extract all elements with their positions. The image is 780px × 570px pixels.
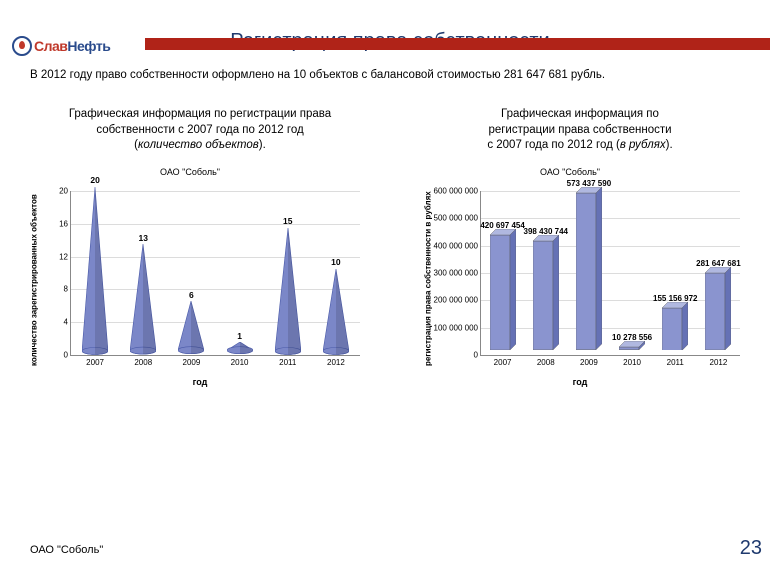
chart1-area: количество зарегистрированных объектов 0… [30,181,370,391]
chart1-cap-l3s: ). [259,139,266,151]
chart2-cap-l1: Графическая информация по [501,108,659,120]
chart2-y-label: регистрация права собственности в рублях [424,206,433,366]
chart1-cap-l3i: количество объектов [138,139,259,151]
header-accent-bar [145,38,770,50]
logo-text-red: Слав [34,38,67,54]
subtitle-text: В 2012 году право собственности оформлен… [30,67,750,83]
chart2-x-label: год [573,377,588,387]
footer-company: ОАО "Соболь" [30,544,103,556]
chart1-x-label: год [193,377,208,387]
footer-page-number: 23 [740,537,762,560]
logo-mark [12,36,32,56]
chart1-legend: ОАО "Соболь" [20,167,380,177]
chart1-plot: 0481216202007 202008 132009 62010 12011 … [70,191,360,356]
logo-text-blue: Нефть [67,38,110,54]
chart1-cap-l1: Графическая информация по регистрации пр… [69,108,331,120]
brand-logo: СлавНефть [12,36,110,56]
chart1-cap-l2: собственности с 2007 года по 2012 год [96,124,303,136]
chart2-cap-l3p: с 2007 года по 2012 год ( [487,139,620,151]
chart2-cap-l2: регистрации права собственности [488,124,671,136]
chart2-caption: Графическая информация по регистрации пр… [487,107,672,157]
chart2-legend: ОАО "Соболь" [400,167,760,177]
chart2-cap-l3s: ). [666,139,673,151]
chart1-caption: Графическая информация по регистрации пр… [69,107,331,157]
chart2-cap-l3i: в рублях [620,139,666,151]
chart-left: Графическая информация по регистрации пр… [20,107,380,391]
charts-row: Графическая информация по регистрации пр… [0,107,780,391]
chart-right: Графическая информация по регистрации пр… [400,107,760,391]
chart2-area: регистрация права собственности в рублях… [410,181,750,391]
chart2-plot: 0100 000 000200 000 000300 000 000400 00… [480,191,740,356]
chart1-y-label: количество зарегистрированных объектов [30,206,39,366]
